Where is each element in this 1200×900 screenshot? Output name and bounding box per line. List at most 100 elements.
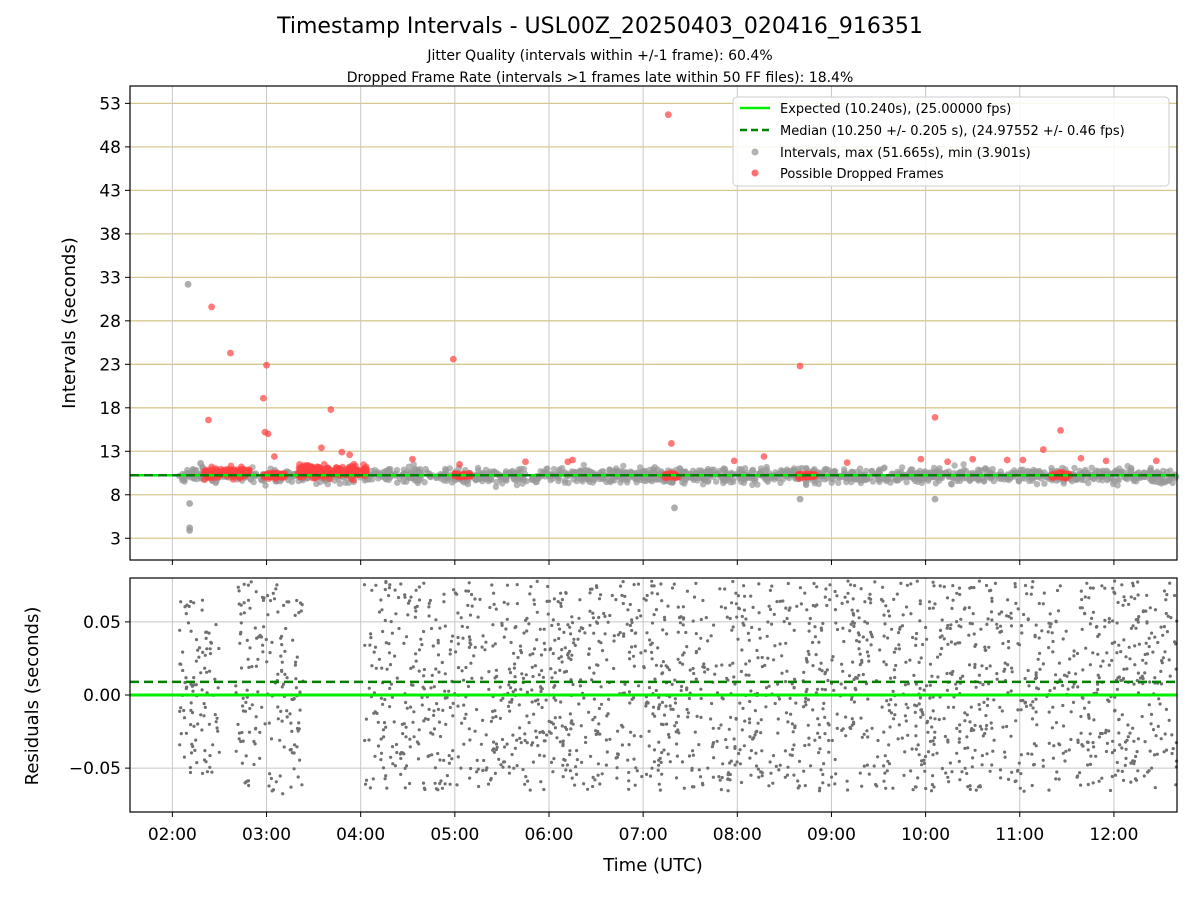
residual-point	[889, 676, 893, 680]
residual-point	[396, 595, 401, 600]
residual-point	[839, 682, 843, 686]
residual-point	[295, 655, 299, 659]
residual-point	[1115, 760, 1119, 765]
residual-point	[444, 722, 448, 727]
interval-point	[324, 481, 331, 488]
residual-point	[914, 734, 918, 738]
residual-point	[276, 705, 280, 709]
residual-point	[784, 606, 788, 610]
residual-point	[739, 669, 744, 674]
interval-point	[531, 476, 539, 483]
residual-point	[731, 661, 735, 665]
interval-point	[803, 464, 810, 472]
residual-point	[928, 662, 933, 666]
residual-point	[1014, 719, 1018, 723]
residual-point	[552, 597, 557, 601]
residual-point	[234, 684, 238, 688]
residual-point	[402, 722, 406, 726]
residual-point	[1089, 754, 1093, 758]
residual-point	[786, 581, 790, 586]
residual-point	[561, 775, 565, 779]
interval-point	[1033, 481, 1041, 488]
residual-point	[925, 721, 929, 725]
interval-point	[646, 466, 653, 474]
interval-point	[637, 476, 644, 484]
residual-point	[967, 663, 972, 667]
residual-point	[453, 591, 457, 595]
residual-point	[791, 730, 795, 734]
interval-point	[1085, 479, 1092, 487]
residual-point	[802, 769, 806, 773]
residual-point	[914, 785, 918, 789]
residual-point	[408, 781, 412, 786]
residual-point	[530, 665, 534, 669]
residual-point	[1119, 650, 1123, 654]
residual-point	[663, 618, 667, 622]
residual-point	[1132, 739, 1136, 743]
residual-point	[208, 647, 212, 651]
residual-point	[610, 593, 614, 598]
residual-point	[760, 774, 764, 778]
residual-point	[847, 674, 852, 678]
residual-point	[926, 750, 931, 754]
residual-point	[717, 775, 721, 779]
residual-point	[984, 648, 988, 653]
residual-point	[422, 719, 426, 723]
residual-point	[416, 757, 421, 761]
residual-point	[512, 766, 516, 770]
residual-point	[376, 720, 380, 724]
residual-point	[870, 726, 874, 730]
residual-point	[971, 756, 975, 760]
residual-point	[882, 779, 886, 783]
residual-point	[973, 644, 977, 649]
residual-point	[998, 705, 1002, 710]
residual-point	[654, 608, 659, 612]
residual-point	[973, 662, 977, 667]
residual-point	[1113, 579, 1117, 583]
residual-point	[1162, 625, 1166, 629]
residual-point	[833, 757, 837, 762]
residual-point	[448, 652, 452, 656]
residual-point	[626, 758, 630, 762]
residual-point	[595, 663, 599, 667]
residual-point	[261, 598, 266, 603]
residual-point	[384, 580, 388, 585]
residual-point	[452, 588, 456, 592]
residual-point	[631, 654, 636, 658]
residual-point	[379, 758, 383, 762]
residual-point	[1034, 744, 1038, 748]
residual-point	[642, 597, 646, 601]
residual-point	[662, 713, 667, 717]
residual-point	[280, 668, 284, 673]
residual-point	[868, 592, 872, 596]
residual-point	[666, 752, 670, 756]
residual-point	[740, 614, 744, 619]
residual-point	[557, 636, 561, 641]
residual-point	[756, 656, 760, 660]
residual-point	[826, 721, 830, 726]
x-tick-label: 04:00	[336, 825, 385, 845]
residual-point	[918, 696, 923, 700]
residual-point	[406, 601, 411, 605]
residual-point	[781, 599, 785, 603]
interval-point	[556, 466, 563, 473]
residual-point	[646, 701, 650, 705]
residual-point	[1019, 708, 1023, 712]
residual-point	[557, 656, 561, 661]
dropped-frame-point	[270, 453, 278, 460]
dropped-frame-point	[348, 475, 355, 483]
residual-point	[465, 625, 470, 629]
residual-point	[775, 600, 779, 604]
residual-point	[1078, 606, 1082, 610]
residual-point	[1153, 786, 1157, 790]
residual-point	[475, 707, 479, 712]
residual-point	[948, 626, 952, 631]
residual-point	[816, 731, 820, 735]
residual-point	[809, 764, 813, 768]
legend-median-label: Median (10.250 +/- 0.205 s), (24.97552 +…	[780, 124, 1125, 139]
residual-point	[792, 628, 796, 633]
residual-point	[399, 756, 403, 761]
residual-point	[285, 715, 289, 719]
residual-point	[1036, 687, 1041, 691]
residual-point	[645, 593, 649, 598]
